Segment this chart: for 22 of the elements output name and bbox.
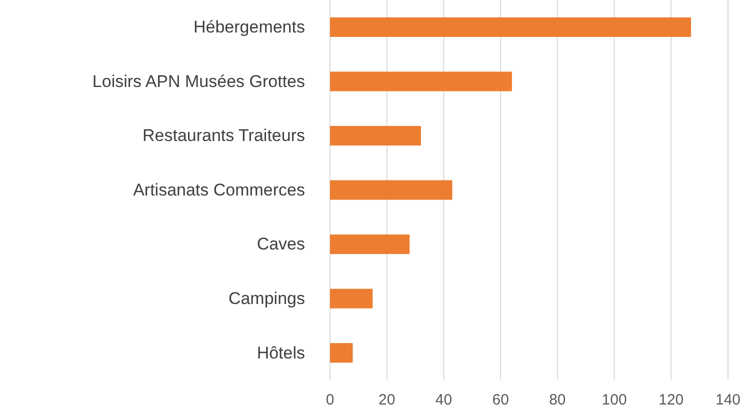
y-tick-label: Loisirs APN Musées Grottes bbox=[92, 72, 305, 91]
bar bbox=[330, 343, 353, 363]
x-tick-label: 20 bbox=[378, 392, 396, 409]
bar bbox=[330, 180, 452, 200]
x-tick-label: 60 bbox=[492, 392, 509, 409]
x-tick-label: 40 bbox=[435, 392, 452, 409]
bar bbox=[330, 126, 421, 146]
bar bbox=[330, 17, 692, 37]
bar bbox=[330, 234, 410, 254]
x-tick-label: 120 bbox=[658, 392, 684, 409]
x-tick-label: 0 bbox=[326, 392, 334, 409]
y-tick-label: Hébergements bbox=[193, 18, 305, 37]
x-tick-label: 80 bbox=[549, 392, 566, 409]
y-tick-label: Hôtels bbox=[256, 343, 305, 362]
x-tick-label: 140 bbox=[715, 392, 741, 409]
y-tick-label: Campings bbox=[228, 289, 305, 308]
bar bbox=[330, 72, 512, 92]
y-tick-label: Restaurants Traiteurs bbox=[142, 126, 305, 146]
y-tick-label: Artisanats Commerces bbox=[133, 180, 305, 200]
bar bbox=[330, 288, 373, 308]
y-tick-label: Caves bbox=[256, 234, 305, 254]
x-tick-label: 100 bbox=[602, 392, 627, 409]
